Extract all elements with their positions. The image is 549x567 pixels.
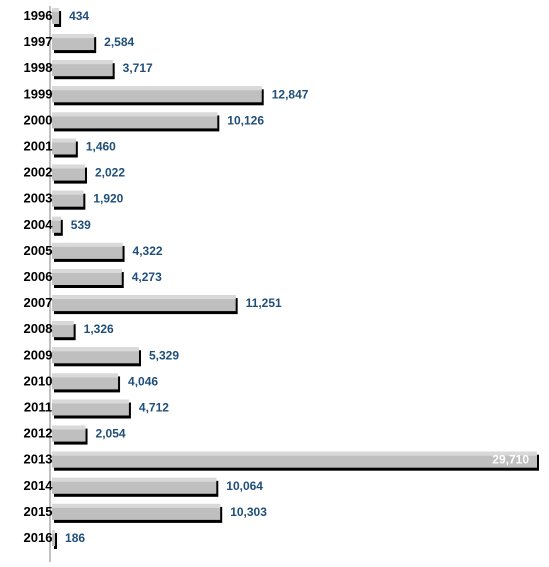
category-label: 2014 — [24, 478, 54, 493]
bar-highlight — [52, 60, 113, 65]
category-label: 2008 — [24, 321, 53, 336]
data-label: 2,054 — [96, 427, 126, 441]
category-label: 1998 — [24, 60, 53, 75]
bar-highlight — [52, 164, 86, 169]
data-label: 11,251 — [246, 296, 282, 310]
labels-layer: 1996 434 1997 2,584 1998 3,717 1999 12,847 2000 1… — [24, 8, 530, 545]
bar-highlight — [52, 503, 221, 508]
category-label: 2005 — [24, 243, 53, 258]
bar-highlight — [52, 112, 218, 117]
category-label: 2004 — [24, 217, 54, 232]
data-label: 1,460 — [86, 140, 116, 154]
bars-layer — [52, 8, 539, 549]
bar-highlight — [52, 373, 119, 378]
data-label: 4,046 — [128, 374, 158, 388]
bar-shadow — [54, 533, 58, 549]
bar-highlight — [52, 242, 123, 247]
category-label: 1997 — [24, 34, 53, 49]
bar-highlight — [52, 34, 95, 39]
data-label: 434 — [69, 9, 89, 23]
bar-highlight — [52, 8, 60, 12]
data-label: 1,326 — [84, 322, 114, 336]
category-label: 2013 — [24, 452, 53, 467]
category-label: 2011 — [24, 400, 52, 415]
data-label: 29,710 — [492, 453, 529, 467]
bar-highlight — [52, 530, 56, 534]
category-label: 2012 — [24, 426, 53, 441]
bar-highlight — [52, 295, 236, 300]
bar-2004 — [52, 216, 61, 233]
category-label: 2006 — [24, 269, 53, 284]
bar-highlight — [52, 347, 139, 352]
data-label: 2,584 — [104, 35, 134, 49]
category-label: 2003 — [24, 191, 53, 206]
category-label: 2002 — [24, 165, 53, 180]
data-label: 4,273 — [132, 270, 162, 284]
bar-highlight — [52, 138, 76, 143]
bar-1996 — [52, 8, 60, 24]
data-label: 4,322 — [133, 244, 163, 258]
data-label: 186 — [65, 531, 85, 545]
category-label: 2007 — [24, 295, 53, 310]
bar-highlight — [52, 477, 217, 482]
category-label: 2016 — [24, 530, 53, 545]
bar-highlight — [52, 216, 61, 221]
category-label: 2010 — [24, 373, 53, 388]
category-label: 2009 — [24, 347, 53, 362]
bar-2016 — [52, 530, 56, 546]
data-label: 10,064 — [226, 479, 263, 493]
bar-highlight — [52, 190, 84, 195]
bar-highlight — [52, 451, 537, 456]
data-label: 10,126 — [227, 113, 264, 127]
bar-highlight — [52, 269, 122, 273]
data-label: 2,022 — [95, 166, 125, 180]
data-label: 3,717 — [123, 61, 153, 75]
category-label: 1996 — [24, 8, 53, 23]
category-label: 1999 — [24, 86, 53, 101]
data-label: 10,303 — [230, 505, 267, 519]
data-label: 1,920 — [93, 192, 123, 206]
bar-highlight — [52, 425, 86, 430]
data-label: 12,847 — [272, 87, 309, 101]
data-label: 539 — [71, 218, 91, 232]
data-label: 4,712 — [139, 401, 169, 415]
bar-highlight — [52, 399, 129, 404]
category-label: 2000 — [24, 112, 53, 127]
data-label: 5,329 — [149, 348, 179, 362]
category-label: 2015 — [24, 504, 53, 519]
bar-highlight — [52, 86, 262, 91]
category-label: 2001 — [24, 139, 53, 154]
bar-highlight — [52, 321, 74, 326]
